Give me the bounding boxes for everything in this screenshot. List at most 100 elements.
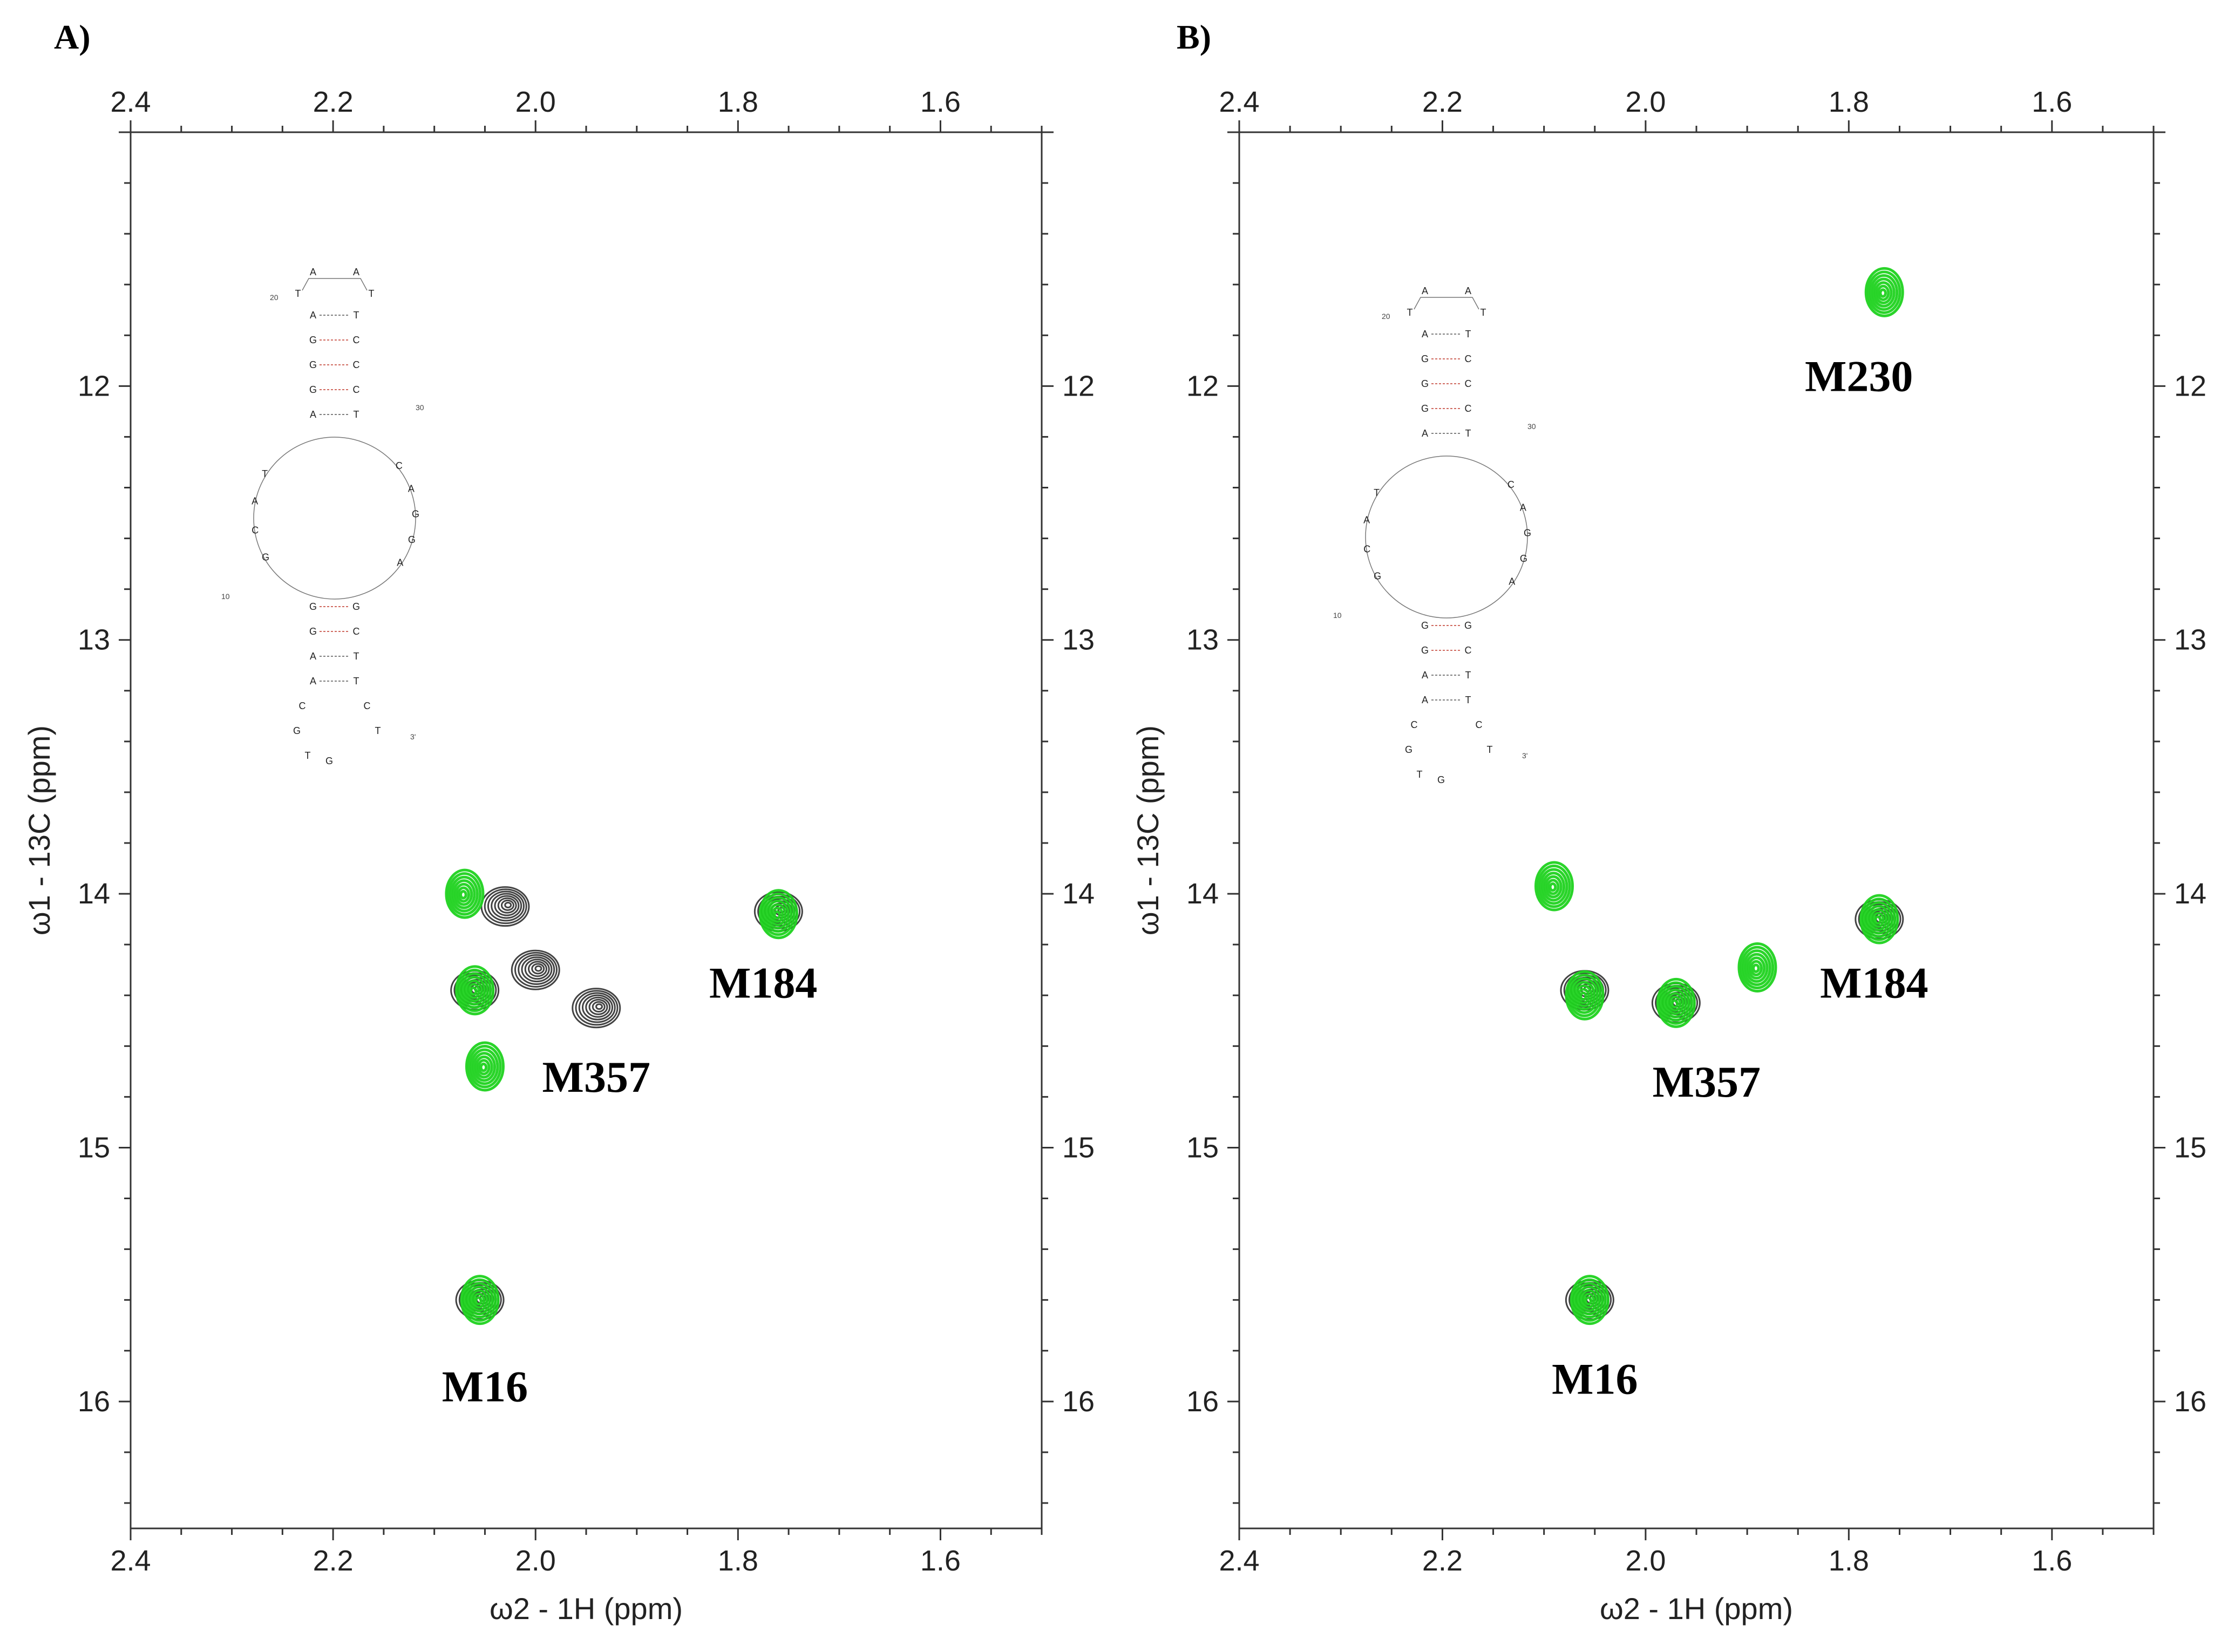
rna-base: G	[352, 601, 360, 612]
black-contour	[518, 954, 555, 985]
black-contour	[588, 998, 608, 1015]
rna-base: T	[1465, 329, 1471, 339]
rna-base: C	[1411, 719, 1418, 730]
green-contour	[464, 979, 484, 1003]
rna-base: C	[1476, 719, 1483, 730]
x-tick-label-top: 1.6	[2032, 86, 2072, 118]
green-contour	[462, 1278, 497, 1322]
y-tick-label-left: 13	[1186, 624, 1219, 656]
y-tick-label-left: 16	[78, 1385, 110, 1418]
black-contour	[487, 890, 525, 922]
green-contour	[452, 879, 476, 909]
y-tick-label-left: 12	[78, 370, 110, 402]
green-peak	[1656, 977, 1696, 1028]
black-contour	[578, 992, 616, 1023]
green-contour	[472, 1293, 486, 1309]
green-contour	[1869, 274, 1899, 311]
rna-base: A	[310, 676, 316, 686]
green-peak	[1565, 970, 1605, 1021]
rna-base: G	[1421, 620, 1429, 631]
y-tick-label-right: 15	[2174, 1131, 2206, 1164]
green-contour	[1577, 1285, 1601, 1316]
rna-base: A	[1520, 502, 1526, 513]
rna-base: G	[1524, 528, 1531, 539]
rna-base: C	[353, 626, 360, 637]
peak-label-m16: M16	[442, 1362, 528, 1411]
black-contour	[494, 895, 520, 916]
x-tick-label-bottom: 2.0	[1625, 1545, 1666, 1577]
black-contour	[575, 990, 619, 1026]
green-contour	[1668, 995, 1682, 1012]
green-contour	[450, 875, 479, 913]
y-tick-label-left: 16	[1186, 1385, 1219, 1418]
rna-base: G	[309, 384, 317, 395]
rna-base: A	[353, 267, 359, 277]
peak-label-m184: M184	[709, 958, 817, 1008]
rna-base: A	[310, 267, 316, 277]
green-contour	[1546, 879, 1560, 895]
y-tick-label-right: 13	[2174, 624, 2206, 656]
green-contour	[445, 868, 485, 919]
y-tick-label-left: 15	[78, 1131, 110, 1164]
green-contour	[1661, 984, 1690, 1022]
rna-base: A	[408, 483, 415, 494]
green-contour	[1534, 861, 1574, 912]
black-contour	[504, 901, 512, 908]
rna-base: G	[408, 534, 416, 545]
green-contour	[1666, 992, 1685, 1015]
rna-base: T	[375, 725, 381, 736]
rna-position-number: 10	[1333, 611, 1342, 620]
rna-base: A	[397, 557, 403, 568]
green-contour	[472, 1052, 497, 1082]
rna-base: G	[1421, 403, 1429, 414]
black-peak	[511, 949, 560, 990]
black-contour	[527, 961, 547, 977]
x-tick-label-top: 1.6	[920, 86, 961, 118]
peak-label-m16: M16	[1552, 1354, 1638, 1403]
green-contour	[462, 976, 486, 1006]
rna-base: T	[354, 676, 359, 686]
green-peak	[465, 1041, 505, 1092]
black-contour	[592, 1001, 606, 1013]
rna-base: A	[1422, 285, 1428, 296]
rna-base: G	[309, 335, 317, 345]
rna-base: T	[369, 288, 375, 299]
green-contour	[465, 1282, 494, 1319]
green-contour	[761, 892, 796, 936]
rna-base: A	[252, 496, 258, 507]
rna-loop-backbone	[1414, 297, 1479, 310]
green-contour	[770, 907, 784, 923]
green-peak	[758, 889, 798, 940]
green-contour	[460, 1275, 500, 1325]
y-tick-label-right: 12	[1062, 370, 1095, 402]
x-tick-label-bottom: 1.6	[920, 1545, 961, 1577]
green-contour	[763, 896, 793, 933]
black-contour	[534, 965, 542, 972]
rna-base: C	[1465, 353, 1472, 364]
rna-base: C	[1465, 645, 1472, 656]
y-tick-label-left: 13	[78, 624, 110, 656]
green-contour	[1866, 905, 1891, 935]
green-contour	[470, 1289, 488, 1313]
y-tick-label-right: 14	[2174, 878, 2206, 910]
rna-position-number: 30	[1527, 422, 1536, 431]
rna-base: C	[353, 335, 360, 345]
green-peak	[445, 868, 485, 919]
green-contour	[1737, 942, 1777, 992]
green-contour	[1567, 974, 1602, 1017]
green-contour	[1539, 868, 1568, 905]
black-contour	[491, 893, 522, 919]
y-tick-label-left: 12	[1186, 370, 1219, 402]
x-tick-label-bottom: 2.4	[110, 1545, 151, 1577]
rna-base: C	[1363, 543, 1370, 554]
green-contour	[447, 872, 482, 916]
black-contour	[585, 996, 611, 1018]
rna-base: G	[412, 509, 419, 520]
black-contour	[531, 963, 545, 975]
green-contour	[1663, 988, 1687, 1018]
x-tick-label-top: 2.2	[313, 86, 354, 118]
green-contour	[1879, 288, 1887, 298]
green-contour	[1537, 865, 1571, 908]
